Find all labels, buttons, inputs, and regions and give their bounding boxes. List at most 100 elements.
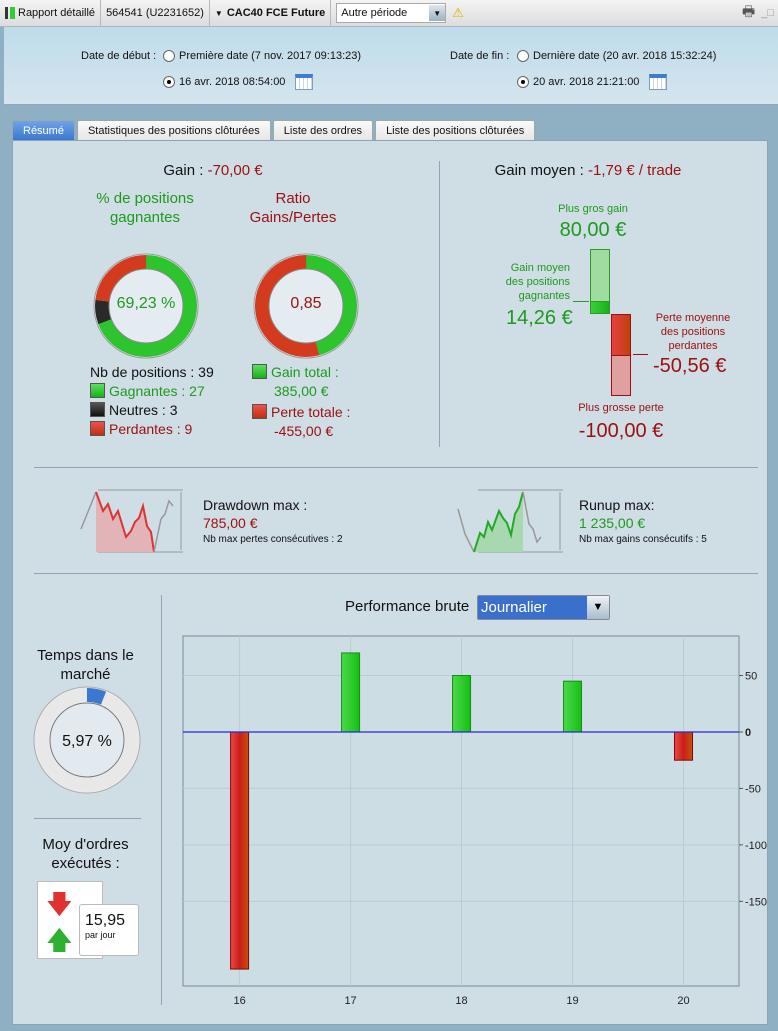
x-tick-label: 18 bbox=[455, 995, 467, 1007]
arrow-right-icon bbox=[573, 301, 589, 302]
divider bbox=[34, 818, 141, 819]
win-pct-title: % de positions gagnantes bbox=[96, 190, 194, 226]
runup-sparkline bbox=[457, 489, 563, 553]
ratio-value: 0,85 bbox=[290, 295, 322, 312]
instrument-selector[interactable]: ▼ CAC40 FCE Future bbox=[210, 0, 332, 27]
legend-neutral: Neutres : 3 bbox=[90, 401, 214, 420]
arrow-up-icon: 🡅 bbox=[46, 925, 73, 955]
x-tick-label: 20 bbox=[677, 995, 689, 1007]
ratio-title: Ratio Gains/Pertes bbox=[249, 190, 337, 226]
minimize-icon[interactable]: _□ bbox=[761, 7, 774, 19]
tab-bar: Résumé Statistiques des positions clôtur… bbox=[12, 120, 537, 140]
bar-20 bbox=[674, 731, 694, 761]
divider bbox=[34, 573, 758, 574]
ratio-donut bbox=[253, 253, 359, 359]
arrow-down-icon: 🡇 bbox=[46, 889, 73, 919]
max-gain-label: Plus gros gain bbox=[558, 203, 628, 215]
radio-button[interactable] bbox=[163, 76, 175, 88]
avg-loss-bar bbox=[611, 314, 631, 356]
radio-button[interactable] bbox=[163, 50, 175, 63]
toolbar: Rapport détaillé 564541 (U2231652) ▼ CAC4… bbox=[0, 0, 778, 27]
start-first-date-option[interactable]: Première date (7 nov. 2017 09:13:23) bbox=[163, 50, 361, 63]
avg-win-bar bbox=[590, 301, 610, 314]
max-gain-value: 80,00 € bbox=[559, 219, 627, 241]
y-tick-label: 50 bbox=[745, 671, 757, 683]
tab-closed-position-stats[interactable]: Statistiques des positions clôturées bbox=[76, 120, 271, 140]
market-time-value: 5,97 % bbox=[62, 733, 112, 750]
avg-win-label: Gain moyen des positions gagnantes bbox=[505, 262, 570, 302]
x-tick-label: 17 bbox=[344, 995, 356, 1007]
report-title[interactable]: Rapport détaillé bbox=[0, 0, 102, 27]
win-donut bbox=[93, 253, 199, 359]
orders-value: 15,95 bbox=[85, 912, 126, 929]
avg-win-value: 14,26 € bbox=[506, 307, 573, 329]
candlestick-icon bbox=[5, 7, 15, 19]
totals-legend: Gain total :385,00 € Perte totale : -455,… bbox=[252, 363, 350, 441]
drawdown-sparkline bbox=[80, 489, 183, 553]
avg-loss-label: Perte moyenne des positions perdantes bbox=[655, 312, 731, 352]
drawdown-label: Drawdown max : bbox=[203, 497, 308, 513]
calendar-icon[interactable] bbox=[295, 74, 314, 90]
y-tick-label: -100 bbox=[745, 840, 767, 852]
performance-chart: 16 17 18 19 20 50 0 -50 -100 -150 bbox=[182, 635, 767, 1007]
bar-18 bbox=[452, 675, 472, 733]
runup-label: Runup max: bbox=[579, 497, 655, 513]
legend-gain-total: Gain total :385,00 € bbox=[252, 363, 350, 401]
radio-button[interactable] bbox=[517, 50, 529, 63]
chevron-down-icon: ▼ bbox=[429, 5, 446, 21]
positions-legend: Nb de positions : 39 Gagnantes : 27 Neut… bbox=[90, 363, 214, 439]
market-time-donut bbox=[33, 686, 141, 794]
max-loss-value: -100,00 € bbox=[578, 420, 664, 442]
perf-label: Performance brute bbox=[345, 598, 470, 615]
warning-icon[interactable]: ⚠ bbox=[452, 5, 464, 20]
arrow-left-icon bbox=[633, 354, 648, 355]
legend-loss-total: Perte totale : -455,00 € bbox=[252, 403, 350, 441]
red-swatch bbox=[252, 404, 267, 419]
drawdown-value: 785,00 € bbox=[203, 515, 258, 531]
tab-closed-position-list[interactable]: Liste des positions clôturées bbox=[375, 120, 536, 140]
radio-button[interactable] bbox=[517, 76, 529, 88]
green-swatch bbox=[252, 364, 267, 379]
runup-value: 1 235,00 € bbox=[579, 515, 646, 531]
bar-19 bbox=[563, 680, 583, 733]
period-select[interactable]: Autre période ▼ bbox=[336, 3, 447, 23]
orders-unit: par jour bbox=[85, 930, 116, 940]
loss-segment bbox=[95, 255, 197, 357]
end-custom-date-option[interactable]: 20 avr. 2018 21:21:00 bbox=[517, 74, 668, 90]
y-tick-label: 0 bbox=[745, 727, 751, 739]
end-date-label: Date de fin : bbox=[450, 50, 510, 62]
summary-panel: Gain : -70,00 € % de positions gagnantes… bbox=[12, 140, 768, 1025]
drawdown-sub: Nb max pertes consécutives : 2 bbox=[203, 534, 343, 545]
bar-16 bbox=[230, 731, 250, 970]
date-range-panel: Date de début : Première date (7 nov. 20… bbox=[4, 27, 778, 105]
x-tick-label: 16 bbox=[233, 995, 245, 1007]
start-custom-date-option[interactable]: 16 avr. 2018 08:54:00 bbox=[163, 74, 314, 90]
account-selector[interactable]: 564541 (U2231652) bbox=[101, 0, 210, 27]
start-date-label: Date de début : bbox=[81, 50, 157, 62]
black-swatch bbox=[90, 402, 105, 417]
end-last-date-option[interactable]: Dernière date (20 avr. 2018 15:32:24) bbox=[517, 50, 716, 63]
bar-17 bbox=[341, 652, 361, 733]
caret-down-icon: ▼ bbox=[214, 8, 223, 18]
perf-period-select[interactable]: Journalier ▼ bbox=[477, 595, 610, 620]
legend-losers: Perdantes : 9 bbox=[90, 420, 214, 439]
divider bbox=[34, 467, 758, 468]
print-icon[interactable]: 🖶 bbox=[742, 3, 756, 19]
y-tick-label: -50 bbox=[745, 783, 761, 795]
neutral-segment bbox=[95, 255, 197, 357]
orders-label: Moy d'ordres exécutés : bbox=[42, 836, 129, 872]
y-tick-label: -150 bbox=[745, 896, 767, 908]
divider bbox=[161, 595, 162, 1005]
legend-winners: Gagnantes : 27 bbox=[90, 382, 214, 401]
tab-order-list[interactable]: Liste des ordres bbox=[272, 120, 374, 140]
calendar-icon[interactable] bbox=[649, 74, 668, 90]
tab-resume[interactable]: Résumé bbox=[12, 120, 75, 140]
total-gain: Gain : -70,00 € bbox=[163, 162, 263, 179]
chevron-down-icon: ▼ bbox=[587, 596, 609, 619]
max-loss-label: Plus grosse perte bbox=[578, 402, 664, 414]
avg-loss-value: -50,56 € bbox=[653, 355, 727, 377]
nb-positions: Nb de positions : 39 bbox=[90, 364, 214, 380]
avg-gain: Gain moyen : -1,79 € / trade bbox=[494, 162, 682, 179]
divider bbox=[439, 161, 440, 447]
win-pct-value: 69,23 % bbox=[116, 295, 176, 312]
